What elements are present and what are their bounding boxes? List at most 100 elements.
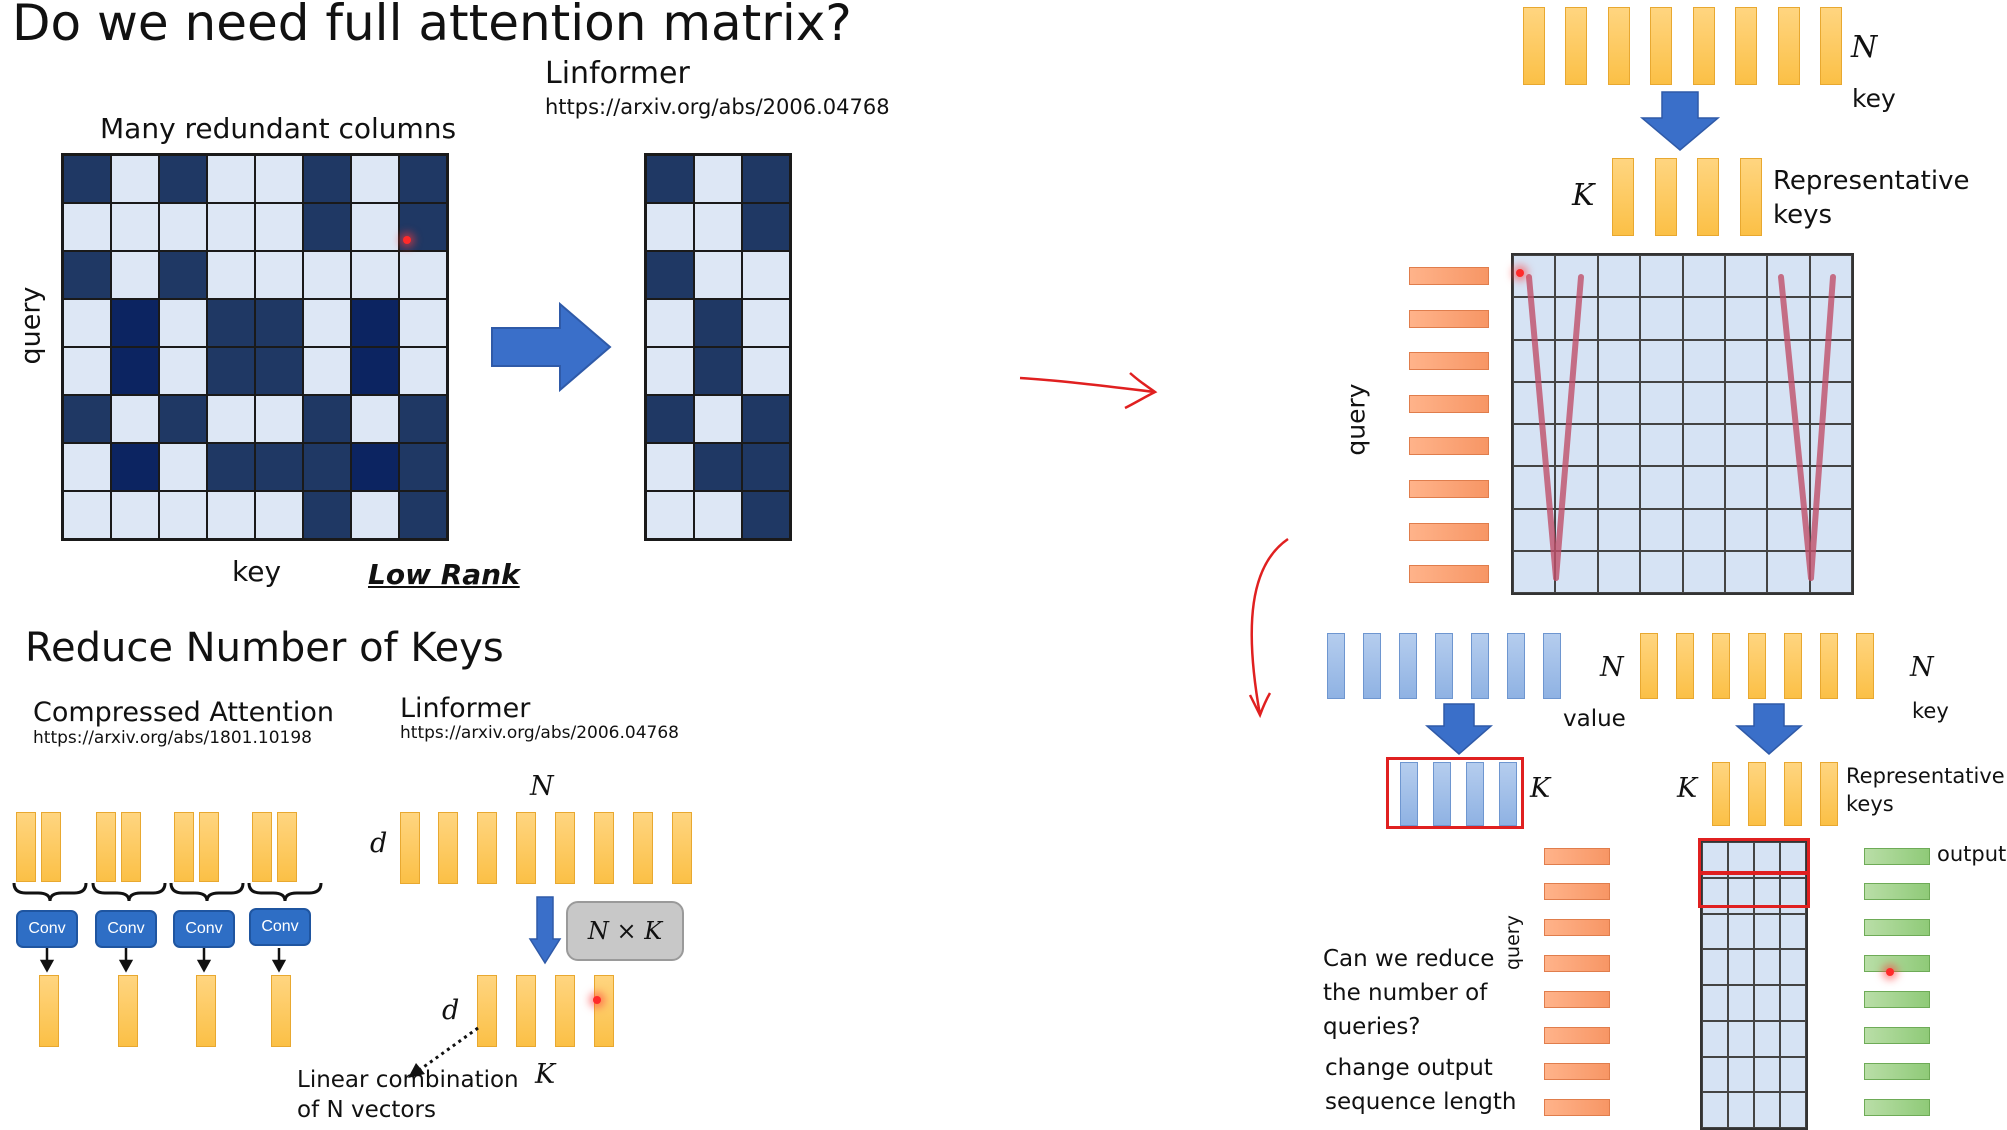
- question-line1: Can we reduce: [1323, 946, 1495, 972]
- matrix-cell: [399, 299, 447, 347]
- matrix-cell: [207, 395, 255, 443]
- output-bar: [1864, 919, 1930, 936]
- grid-cell: [1702, 985, 1728, 1021]
- output-bar: [1864, 955, 1930, 972]
- grid-cell: [1597, 466, 1641, 509]
- query-bar: [1544, 883, 1610, 900]
- grid-cell: [1513, 381, 1556, 424]
- n-label-key: N: [1910, 652, 1934, 683]
- crossed-columns-marks: [1526, 274, 1836, 581]
- reduced-key-bar: [477, 975, 497, 1047]
- compressed-attention-url: https://arxiv.org/abs/1801.10198: [33, 728, 312, 748]
- grid-cell: [1640, 466, 1683, 509]
- conv-block-2: Conv: [95, 910, 157, 948]
- query-bar: [1409, 437, 1489, 455]
- grid-cell: [1754, 985, 1780, 1021]
- grid-cell: [1555, 381, 1598, 424]
- matrix-cell: [399, 443, 447, 491]
- output-bar: [1864, 848, 1930, 865]
- key-bar: [16, 812, 36, 882]
- matrix-cell: [255, 299, 303, 347]
- matrix-cell: [694, 491, 742, 539]
- linformer-title: Linformer: [545, 56, 690, 91]
- matrix-cell: [399, 347, 447, 395]
- matrix-cell: [303, 203, 351, 251]
- matrix-cell: [399, 251, 447, 299]
- matrix-cell: [207, 299, 255, 347]
- key-bar: [1608, 7, 1630, 85]
- query-bar: [1409, 395, 1489, 413]
- grid-cell: [1724, 466, 1768, 509]
- k-label-keys: K: [1572, 178, 1595, 213]
- matrix-cell: [399, 155, 447, 203]
- matrix-cell: [303, 347, 351, 395]
- matrix-cell: [255, 251, 303, 299]
- query-axis-label-2: query: [1341, 383, 1371, 456]
- key-label-2: key: [1912, 699, 1949, 723]
- grid-cell: [1728, 1092, 1754, 1128]
- grid-cell: [1597, 255, 1641, 298]
- matrix-cell: [646, 347, 694, 395]
- question-line3: queries?: [1323, 1014, 1421, 1040]
- value-bar: [1435, 633, 1453, 699]
- matrix-cell: [351, 155, 399, 203]
- matrix-cell: [159, 251, 207, 299]
- hand-drawn-arrow-down: [1248, 537, 1289, 719]
- reduced-key-bar: [594, 975, 614, 1047]
- matrix-cell: [694, 395, 742, 443]
- key-bar: [400, 812, 420, 884]
- grid-cell: [1767, 255, 1810, 298]
- matrix-cell: [255, 203, 303, 251]
- matrix-cell: [255, 347, 303, 395]
- grid-cell: [1728, 1056, 1754, 1093]
- grid-cell: [1724, 381, 1768, 424]
- grid-cell: [1640, 339, 1683, 382]
- key-bar: [477, 812, 497, 884]
- matrix-cell: [742, 155, 790, 203]
- linear-combination-line1: Linear combination: [297, 1067, 519, 1093]
- matrix-cell: [303, 299, 351, 347]
- grid-cell: [1702, 949, 1728, 985]
- matrix-cell: [207, 491, 255, 539]
- query-bar: [1544, 1099, 1610, 1116]
- down-arrow-icon-4: [1735, 703, 1803, 755]
- matrix-cell: [694, 347, 742, 395]
- matrix-cell: [63, 203, 111, 251]
- grid-cell: [1597, 339, 1641, 382]
- grid-cell: [1724, 508, 1768, 551]
- grid-cell: [1597, 550, 1641, 593]
- matrix-cell: [351, 443, 399, 491]
- key-bar: [1820, 7, 1842, 85]
- panel-full-attention: Do we need full attention matrix? Linfor…: [0, 0, 890, 598]
- grid-cell: [1682, 550, 1725, 593]
- compressed-key-bar: [118, 975, 138, 1047]
- matrix-cell: [742, 443, 790, 491]
- grid-cell: [1640, 297, 1683, 340]
- k-label-value: K: [1530, 773, 1551, 804]
- query-bar: [1409, 480, 1489, 498]
- grid-cell: [1682, 508, 1725, 551]
- representative-keys-line1-2: Representative: [1846, 764, 2005, 788]
- linformer-title-2: Linformer: [400, 693, 531, 724]
- grid-cell: [1780, 913, 1806, 950]
- matrix-cell: [694, 443, 742, 491]
- matrix-cell: [159, 347, 207, 395]
- grid-cell: [1597, 297, 1641, 340]
- key-bar: [1856, 633, 1874, 699]
- matrix-cell: [694, 251, 742, 299]
- matrix-cell: [111, 347, 159, 395]
- low-rank-matrix: [644, 153, 792, 541]
- matrix-cell: [111, 395, 159, 443]
- grid-cell: [1724, 255, 1768, 298]
- matrix-cell: [159, 203, 207, 251]
- key-bar: [1735, 7, 1757, 85]
- query-bar: [1544, 919, 1610, 936]
- key-bar: [1712, 633, 1730, 699]
- value-bar: [1507, 633, 1525, 699]
- panel-representative-keys: N key K Representative keys query: [1342, 0, 1969, 600]
- grid-cell: [1728, 949, 1754, 985]
- key-axis-label: key: [232, 555, 282, 588]
- grid-cell: [1767, 381, 1810, 424]
- matrix-cell: [159, 443, 207, 491]
- down-arrow-icon: [528, 896, 562, 965]
